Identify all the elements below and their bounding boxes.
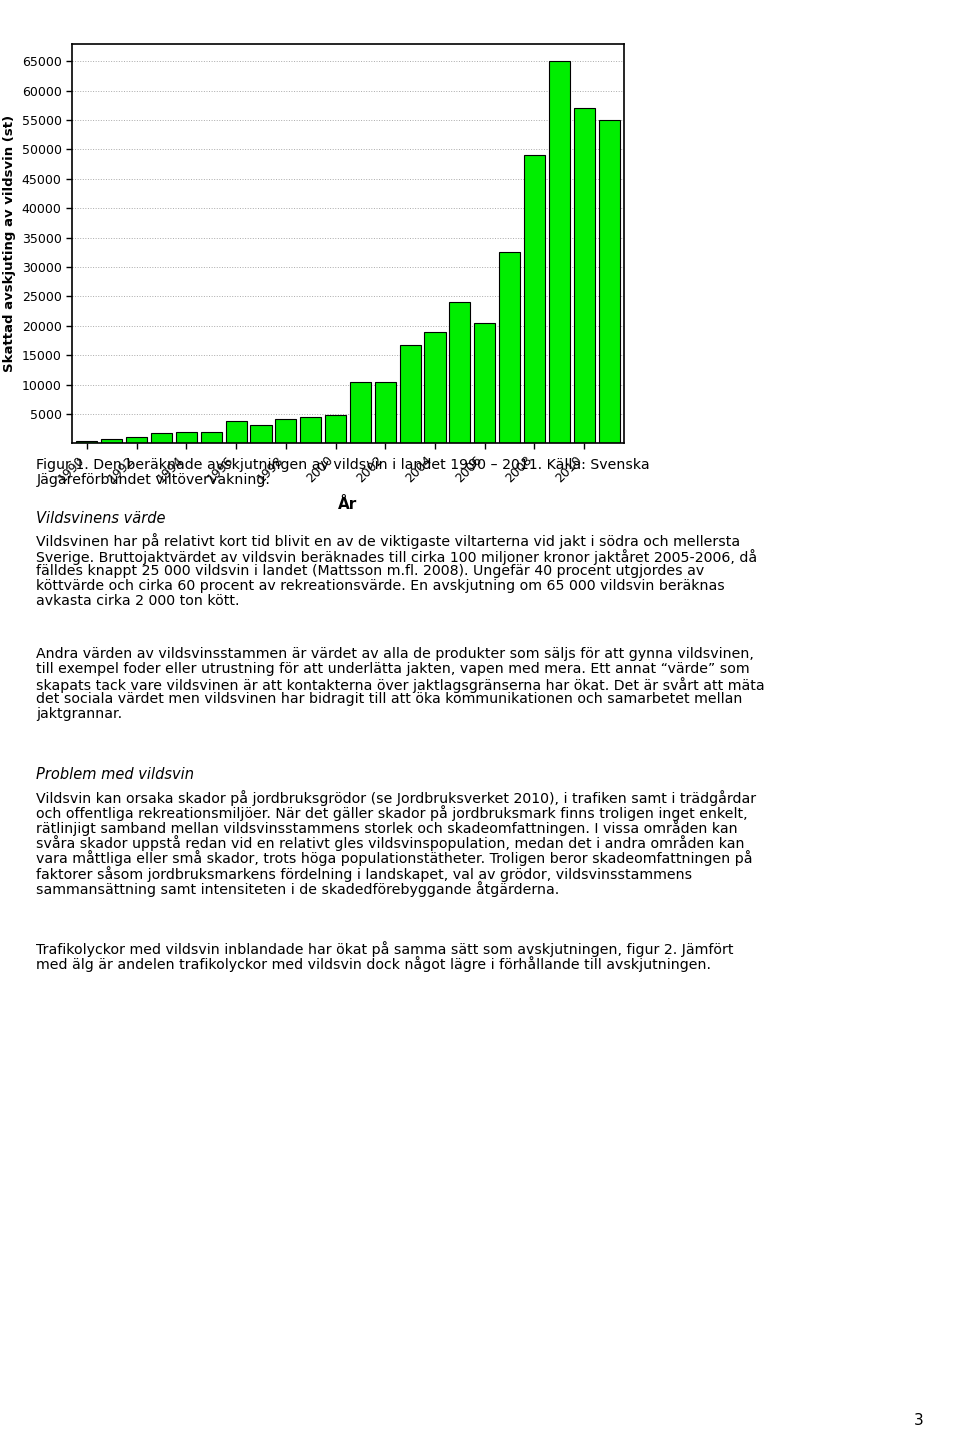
Bar	[499, 253, 520, 443]
Bar	[374, 382, 396, 443]
Bar	[424, 332, 445, 443]
Text: rätlinjigt samband mellan vildsvinsstammens storlek och skadeomfattningen. I vis: rätlinjigt samband mellan vildsvinsstamm…	[36, 820, 738, 836]
Text: det sociala värdet men vildsvinen har bidragit till att öka kommunikationen och : det sociala värdet men vildsvinen har bi…	[36, 692, 743, 707]
Bar	[474, 323, 495, 443]
Text: Jägareförbundet viltövervakning.: Jägareförbundet viltövervakning.	[36, 473, 271, 487]
Bar	[598, 121, 619, 443]
Bar	[201, 432, 222, 443]
Bar	[325, 416, 347, 443]
Text: Andra värden av vildsvinsstammen är värdet av alla de produkter som säljs för at: Andra värden av vildsvinsstammen är värd…	[36, 647, 755, 660]
Bar	[399, 345, 420, 443]
Bar	[226, 422, 247, 443]
Text: Vildsvinen har på relativt kort tid blivit en av de viktigaste viltarterna vid j: Vildsvinen har på relativt kort tid bliv…	[36, 534, 740, 550]
Text: och offentliga rekreationsmiljöer. När det gäller skador på jordbruksmark finns : och offentliga rekreationsmiljöer. När d…	[36, 806, 748, 822]
Text: svåra skador uppstå redan vid en relativt gles vildsvinspopulation, medan det i : svåra skador uppstå redan vid en relativ…	[36, 836, 745, 852]
Text: sammansättning samt intensiteten i de skadedförebyggande åtgärderna.: sammansättning samt intensiteten i de sk…	[36, 881, 560, 897]
Bar	[449, 302, 470, 443]
Bar	[176, 432, 197, 443]
Text: Problem med vildsvin: Problem med vildsvin	[36, 768, 195, 782]
Bar	[574, 108, 595, 443]
Text: vara måttliga eller små skador, trots höga populationstätheter. Troligen beror s: vara måttliga eller små skador, trots hö…	[36, 851, 753, 867]
Text: Vildsvinens värde: Vildsvinens värde	[36, 510, 166, 526]
Text: 3: 3	[914, 1413, 924, 1428]
Text: Vildsvin kan orsaka skador på jordbruksgrödor (se Jordbruksverket 2010), i trafi: Vildsvin kan orsaka skador på jordbruksg…	[36, 790, 756, 806]
Text: jaktgrannar.: jaktgrannar.	[36, 707, 123, 721]
Text: avkasta cirka 2 000 ton kött.: avkasta cirka 2 000 ton kött.	[36, 593, 240, 608]
Bar	[151, 433, 172, 443]
Bar	[524, 156, 545, 443]
Text: till exempel foder eller utrustning för att underlätta jakten, vapen med mera. E: till exempel foder eller utrustning för …	[36, 662, 750, 676]
Bar	[349, 382, 371, 443]
Bar	[126, 438, 147, 443]
Text: faktorer såsom jordbruksmarkens fördelning i landskapet, val av grödor, vildsvin: faktorer såsom jordbruksmarkens fördelni…	[36, 865, 692, 881]
X-axis label: År: År	[338, 497, 358, 512]
Y-axis label: Skattad avskjuting av vildsvin (st): Skattad avskjuting av vildsvin (st)	[3, 115, 16, 372]
Text: fälldes knappt 25 000 vildsvin i landet (Mattsson m.fl. 2008). Ungefär 40 procen: fälldes knappt 25 000 vildsvin i landet …	[36, 564, 705, 577]
Text: Sverige. Bruttojaktvärdet av vildsvin beräknades till cirka 100 miljoner kronor : Sverige. Bruttojaktvärdet av vildsvin be…	[36, 548, 757, 564]
Bar	[300, 417, 322, 443]
Text: med älg är andelen trafikolyckor med vildsvin dock något lägre i förhållande til: med älg är andelen trafikolyckor med vil…	[36, 957, 711, 973]
Bar	[77, 441, 98, 443]
Text: Trafikolyckor med vildsvin inblandade har ökat på samma sätt som avskjutningen, : Trafikolyckor med vildsvin inblandade ha…	[36, 941, 734, 957]
Text: skapats tack vare vildsvinen är att kontakterna över jaktlagsgränserna har ökat.: skapats tack vare vildsvinen är att kont…	[36, 678, 765, 694]
Text: Figur 1. Den beräknade avskjutningen av vildsvin i landet 1990 – 2011. Källa: Sv: Figur 1. Den beräknade avskjutningen av …	[36, 458, 650, 473]
Bar	[549, 61, 570, 443]
Bar	[101, 439, 122, 443]
Bar	[251, 425, 272, 443]
Text: köttvärde och cirka 60 procent av rekreationsvärde. En avskjutning om 65 000 vil: köttvärde och cirka 60 procent av rekrea…	[36, 579, 725, 593]
Bar	[276, 419, 297, 443]
